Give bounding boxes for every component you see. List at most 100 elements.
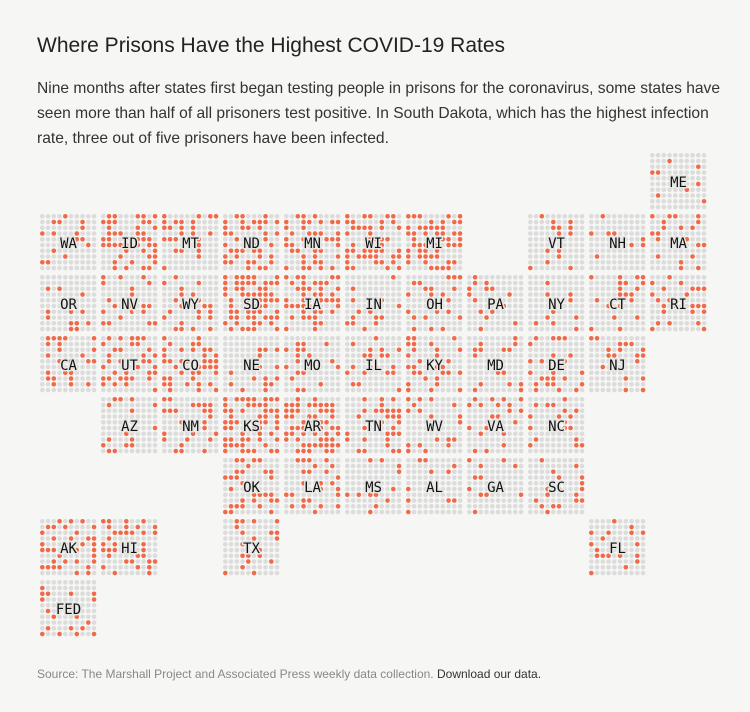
- dot: [617, 336, 623, 341]
- dot: [600, 280, 606, 286]
- dot: [467, 315, 472, 320]
- dot: [368, 425, 373, 431]
- dot: [545, 336, 550, 341]
- infected-dot: [301, 265, 306, 271]
- dot: [40, 347, 45, 353]
- infected-dot: [335, 486, 341, 492]
- dot: [579, 225, 585, 231]
- infected-dot: [162, 347, 167, 353]
- dot: [202, 225, 207, 231]
- dot: [101, 298, 106, 303]
- infected-dot: [234, 524, 240, 530]
- dot: [40, 237, 45, 242]
- infected-dot: [234, 420, 240, 425]
- dot: [335, 397, 341, 402]
- dot: [678, 292, 684, 297]
- dot: [574, 298, 579, 303]
- infected-dot: [623, 387, 629, 393]
- infected-dot: [135, 364, 141, 370]
- dot: [606, 214, 611, 219]
- infected-dot: [295, 248, 301, 254]
- dot: [612, 326, 617, 332]
- dot: [57, 231, 62, 236]
- infected-dot: [234, 214, 240, 219]
- infected-dot: [257, 492, 263, 498]
- dot: [406, 242, 411, 248]
- dot: [141, 448, 146, 454]
- dot: [335, 336, 341, 341]
- dot: [545, 414, 550, 419]
- dot: [80, 530, 85, 536]
- dot: [440, 437, 446, 442]
- dot: [335, 402, 341, 408]
- dot: [385, 286, 390, 292]
- dot: [350, 509, 356, 515]
- infected-dot: [129, 309, 135, 315]
- dot: [284, 309, 289, 315]
- dot: [606, 364, 611, 370]
- dot: [135, 265, 141, 271]
- dot: [246, 286, 251, 292]
- dot: [411, 265, 417, 271]
- dot: [251, 265, 257, 271]
- infected-dot: [152, 225, 158, 231]
- infected-dot: [240, 387, 245, 393]
- dot: [213, 309, 219, 315]
- dot: [141, 225, 146, 231]
- infected-dot: [251, 376, 257, 381]
- dot: [472, 414, 478, 419]
- dot: [368, 370, 373, 376]
- dot: [152, 286, 158, 292]
- dot: [257, 370, 263, 376]
- dot: [507, 315, 512, 320]
- dot: [411, 498, 417, 503]
- dot: [45, 225, 51, 231]
- infected-dot: [263, 280, 268, 286]
- state-label: NJ: [609, 358, 626, 374]
- dot: [106, 248, 112, 254]
- infected-dot: [141, 359, 146, 364]
- dot: [484, 292, 489, 297]
- infected-dot: [74, 231, 80, 236]
- dot: [678, 286, 684, 292]
- dot: [513, 475, 518, 480]
- infected-dot: [284, 347, 289, 353]
- dot: [574, 265, 579, 271]
- dot: [661, 187, 667, 193]
- dot: [650, 225, 655, 231]
- dot: [545, 265, 550, 271]
- dot: [478, 448, 484, 454]
- dot: [684, 303, 690, 309]
- dot: [345, 387, 350, 393]
- infected-dot: [301, 315, 306, 320]
- dot: [623, 370, 629, 376]
- dot: [124, 309, 129, 315]
- dot: [368, 382, 373, 387]
- dot: [696, 153, 701, 158]
- dot: [147, 248, 152, 254]
- dot: [472, 498, 478, 503]
- infected-dot: [318, 298, 324, 303]
- infected-dot: [335, 504, 341, 509]
- infected-dot: [406, 214, 411, 219]
- dot: [411, 420, 417, 425]
- infected-dot: [406, 397, 411, 402]
- dot: [263, 309, 268, 315]
- infected-dot: [673, 214, 678, 219]
- dot: [484, 414, 489, 419]
- dot: [129, 519, 135, 524]
- dot: [356, 353, 362, 358]
- infected-dot: [269, 509, 274, 515]
- dot: [162, 321, 167, 326]
- dot: [274, 559, 280, 564]
- dot: [324, 219, 329, 225]
- dot: [251, 431, 257, 437]
- dot: [251, 286, 257, 292]
- dot: [112, 443, 118, 448]
- infected-dot: [318, 260, 324, 265]
- dot: [257, 565, 263, 570]
- dot: [440, 353, 446, 358]
- infected-dot: [251, 536, 257, 541]
- infected-dot: [362, 353, 367, 358]
- dot: [446, 286, 451, 292]
